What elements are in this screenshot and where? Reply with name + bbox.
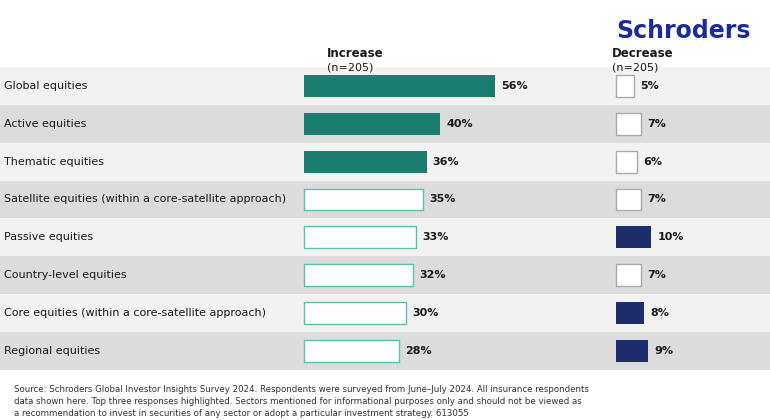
Bar: [304, 264, 413, 286]
Bar: [0, 67, 770, 105]
Text: 9%: 9%: [654, 346, 673, 356]
Bar: [0, 332, 770, 370]
Bar: [0, 256, 770, 294]
Bar: [0, 143, 770, 181]
Text: Thematic equities: Thematic equities: [4, 157, 104, 167]
Text: 8%: 8%: [651, 308, 669, 318]
Text: 6%: 6%: [644, 157, 662, 167]
Text: 33%: 33%: [423, 232, 449, 242]
Bar: [616, 113, 641, 135]
Text: Country-level equities: Country-level equities: [4, 270, 126, 280]
Bar: [0, 181, 770, 218]
Text: Satellite equities (within a core-satellite approach): Satellite equities (within a core-satell…: [4, 194, 286, 205]
Text: Regional equities: Regional equities: [4, 346, 100, 356]
Bar: [616, 151, 637, 173]
Bar: [0, 218, 770, 256]
Text: Schroders: Schroders: [616, 19, 751, 43]
Text: Global equities: Global equities: [4, 81, 87, 91]
Text: 5%: 5%: [640, 81, 658, 91]
Text: 7%: 7%: [647, 194, 666, 205]
Bar: [304, 75, 494, 97]
Bar: [304, 151, 427, 173]
Bar: [304, 226, 417, 248]
Text: Increase: Increase: [327, 47, 384, 60]
Bar: [0, 105, 770, 143]
Text: Source: Schroders Global Investor Insights Survey 2024. Respondents were surveye: Source: Schroders Global Investor Insigh…: [14, 385, 589, 418]
Text: 56%: 56%: [500, 81, 527, 91]
Text: 7%: 7%: [647, 119, 666, 129]
Text: 40%: 40%: [447, 119, 473, 129]
Bar: [616, 340, 648, 362]
Text: (n=205): (n=205): [612, 63, 658, 73]
Bar: [304, 189, 424, 210]
Text: Passive equities: Passive equities: [4, 232, 93, 242]
Text: 30%: 30%: [413, 308, 439, 318]
Text: 7%: 7%: [647, 270, 666, 280]
Bar: [616, 75, 634, 97]
Bar: [616, 302, 644, 324]
Text: 28%: 28%: [406, 346, 432, 356]
Text: 32%: 32%: [419, 270, 446, 280]
Text: (n=205): (n=205): [327, 63, 373, 73]
Text: 36%: 36%: [433, 157, 460, 167]
Text: Decrease: Decrease: [612, 47, 674, 60]
Bar: [616, 226, 651, 248]
Bar: [304, 113, 440, 135]
Text: Active equities: Active equities: [4, 119, 86, 129]
Bar: [304, 302, 407, 324]
Text: 10%: 10%: [658, 232, 684, 242]
Bar: [616, 264, 641, 286]
Text: Core equities (within a core-satellite approach): Core equities (within a core-satellite a…: [4, 308, 266, 318]
Bar: [0, 294, 770, 332]
Text: 35%: 35%: [430, 194, 456, 205]
Bar: [616, 189, 641, 210]
Bar: [304, 340, 400, 362]
